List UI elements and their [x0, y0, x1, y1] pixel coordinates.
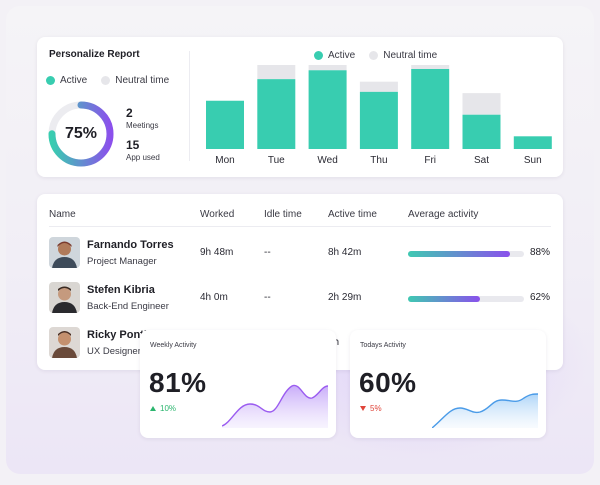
weekly-sparkline: [222, 384, 328, 428]
todays-activity-value: 60%: [359, 367, 417, 398]
meetings-stat: 2 Meetings: [126, 106, 158, 130]
apps-label: App used: [126, 153, 160, 162]
person-role: UX Designer: [87, 346, 141, 357]
active-dot-icon: [46, 76, 55, 85]
person-name: Farnando Torres: [87, 239, 174, 251]
bar-active-sat: [462, 114, 501, 149]
idle-time: --: [264, 292, 271, 303]
bar-active-wed: [308, 70, 347, 149]
report-title: Personalize Report: [49, 49, 140, 60]
bar-active-sun: [513, 136, 552, 149]
x-tick-label: Sun: [524, 155, 542, 166]
bar-neutral-fri: [411, 65, 450, 69]
active-dot-icon: [314, 51, 323, 60]
avatar: [49, 327, 80, 358]
table-row[interactable]: Farnando Torres Project Manager 9h 48m -…: [37, 237, 563, 277]
person-role: Project Manager: [87, 256, 157, 267]
bar-neutral-wed: [308, 65, 347, 71]
idle-time: --: [264, 247, 271, 258]
activity-percent: 88%: [530, 247, 551, 258]
worked-time: 4h 0m: [200, 292, 228, 303]
meetings-label: Meetings: [126, 121, 159, 130]
header-worked: Worked: [200, 209, 235, 220]
bar-neutral-tue: [257, 65, 296, 80]
activity-ring-chart: [48, 101, 114, 167]
header-name: Name: [49, 209, 76, 220]
weekly-activity-card[interactable]: Weekly Activity 81% 10%: [140, 330, 336, 438]
neutral-dot-icon: [101, 76, 111, 85]
legend-neutral-label: Neutral time: [115, 75, 170, 86]
apps-stat: 15 App used: [126, 138, 160, 162]
ring-progress: [48, 101, 114, 167]
chart-legend: Active Neutral time: [314, 50, 437, 61]
apps-count: 15: [126, 138, 140, 152]
bar-neutral-sat: [462, 93, 501, 115]
personalize-report-card: Personalize Report Active Neutral time 7…: [37, 37, 563, 177]
active-time: 2h 29m: [328, 292, 362, 303]
x-tick-label: Thu: [370, 155, 387, 166]
activity-progress-fill: [408, 296, 480, 302]
chart-legend-active-label: Active: [328, 50, 356, 61]
x-tick-label: Wed: [317, 155, 337, 166]
worked-time: 9h 48m: [200, 247, 234, 258]
today-delta-value: 5%: [370, 404, 382, 413]
chart-legend-active: Active: [314, 50, 355, 61]
todays-activity-title: Todays Activity: [360, 342, 406, 349]
legend-neutral: Neutral time: [101, 75, 169, 86]
table-row[interactable]: Stefen Kibria Back-End Engineer 4h 0m --…: [37, 282, 563, 322]
ring-legend: Active Neutral time: [46, 75, 169, 86]
x-tick-label: Sat: [474, 155, 489, 166]
weekly-bar-chart: Mon Tue Wed Thu Fri Sat Sun: [206, 65, 552, 166]
legend-active-label: Active: [60, 75, 88, 86]
weekly-activity-delta: 10%: [150, 404, 176, 413]
activity-progress-bar: [408, 296, 524, 302]
active-time: 8h 42m: [328, 247, 362, 258]
neutral-dot-icon: [369, 51, 379, 60]
meetings-count: 2: [126, 106, 133, 120]
todays-activity-delta: 5%: [360, 404, 382, 413]
ring-percent: 75%: [64, 125, 98, 142]
bar-active-mon: [206, 100, 244, 149]
header-average-activity: Average activity: [408, 209, 479, 220]
x-tick-label: Mon: [215, 155, 234, 166]
header-active-time: Active time: [328, 209, 377, 220]
bar-active-tue: [257, 79, 296, 149]
trend-up-icon: [150, 406, 156, 411]
chart-legend-neutral: Neutral time: [369, 50, 437, 61]
x-tick-label: Tue: [268, 155, 285, 166]
person-role: Back-End Engineer: [87, 301, 169, 312]
today-sparkline: [432, 393, 538, 428]
avatar: [49, 282, 80, 313]
legend-active: Active: [46, 75, 87, 86]
chart-legend-neutral-label: Neutral time: [383, 50, 438, 61]
person-name: Stefen Kibria: [87, 284, 155, 296]
header-divider: [49, 226, 551, 227]
header-idle-time: Idle time: [264, 209, 302, 220]
trend-down-icon: [360, 406, 366, 411]
activity-percent: 62%: [530, 292, 551, 303]
activity-progress-fill: [408, 251, 511, 257]
todays-activity-card[interactable]: Todays Activity 60% 5%: [350, 330, 546, 438]
activity-progress-bar: [408, 251, 524, 257]
avatar: [49, 237, 80, 268]
bar-active-fri: [411, 68, 450, 149]
bar-active-thu: [359, 91, 398, 149]
x-tick-label: Fri: [424, 155, 436, 166]
weekly-delta-value: 10%: [160, 404, 177, 413]
weekly-activity-title: Weekly Activity: [150, 342, 197, 349]
bar-neutral-thu: [359, 81, 398, 92]
weekly-activity-value: 81%: [149, 367, 207, 398]
divider: [189, 51, 190, 161]
